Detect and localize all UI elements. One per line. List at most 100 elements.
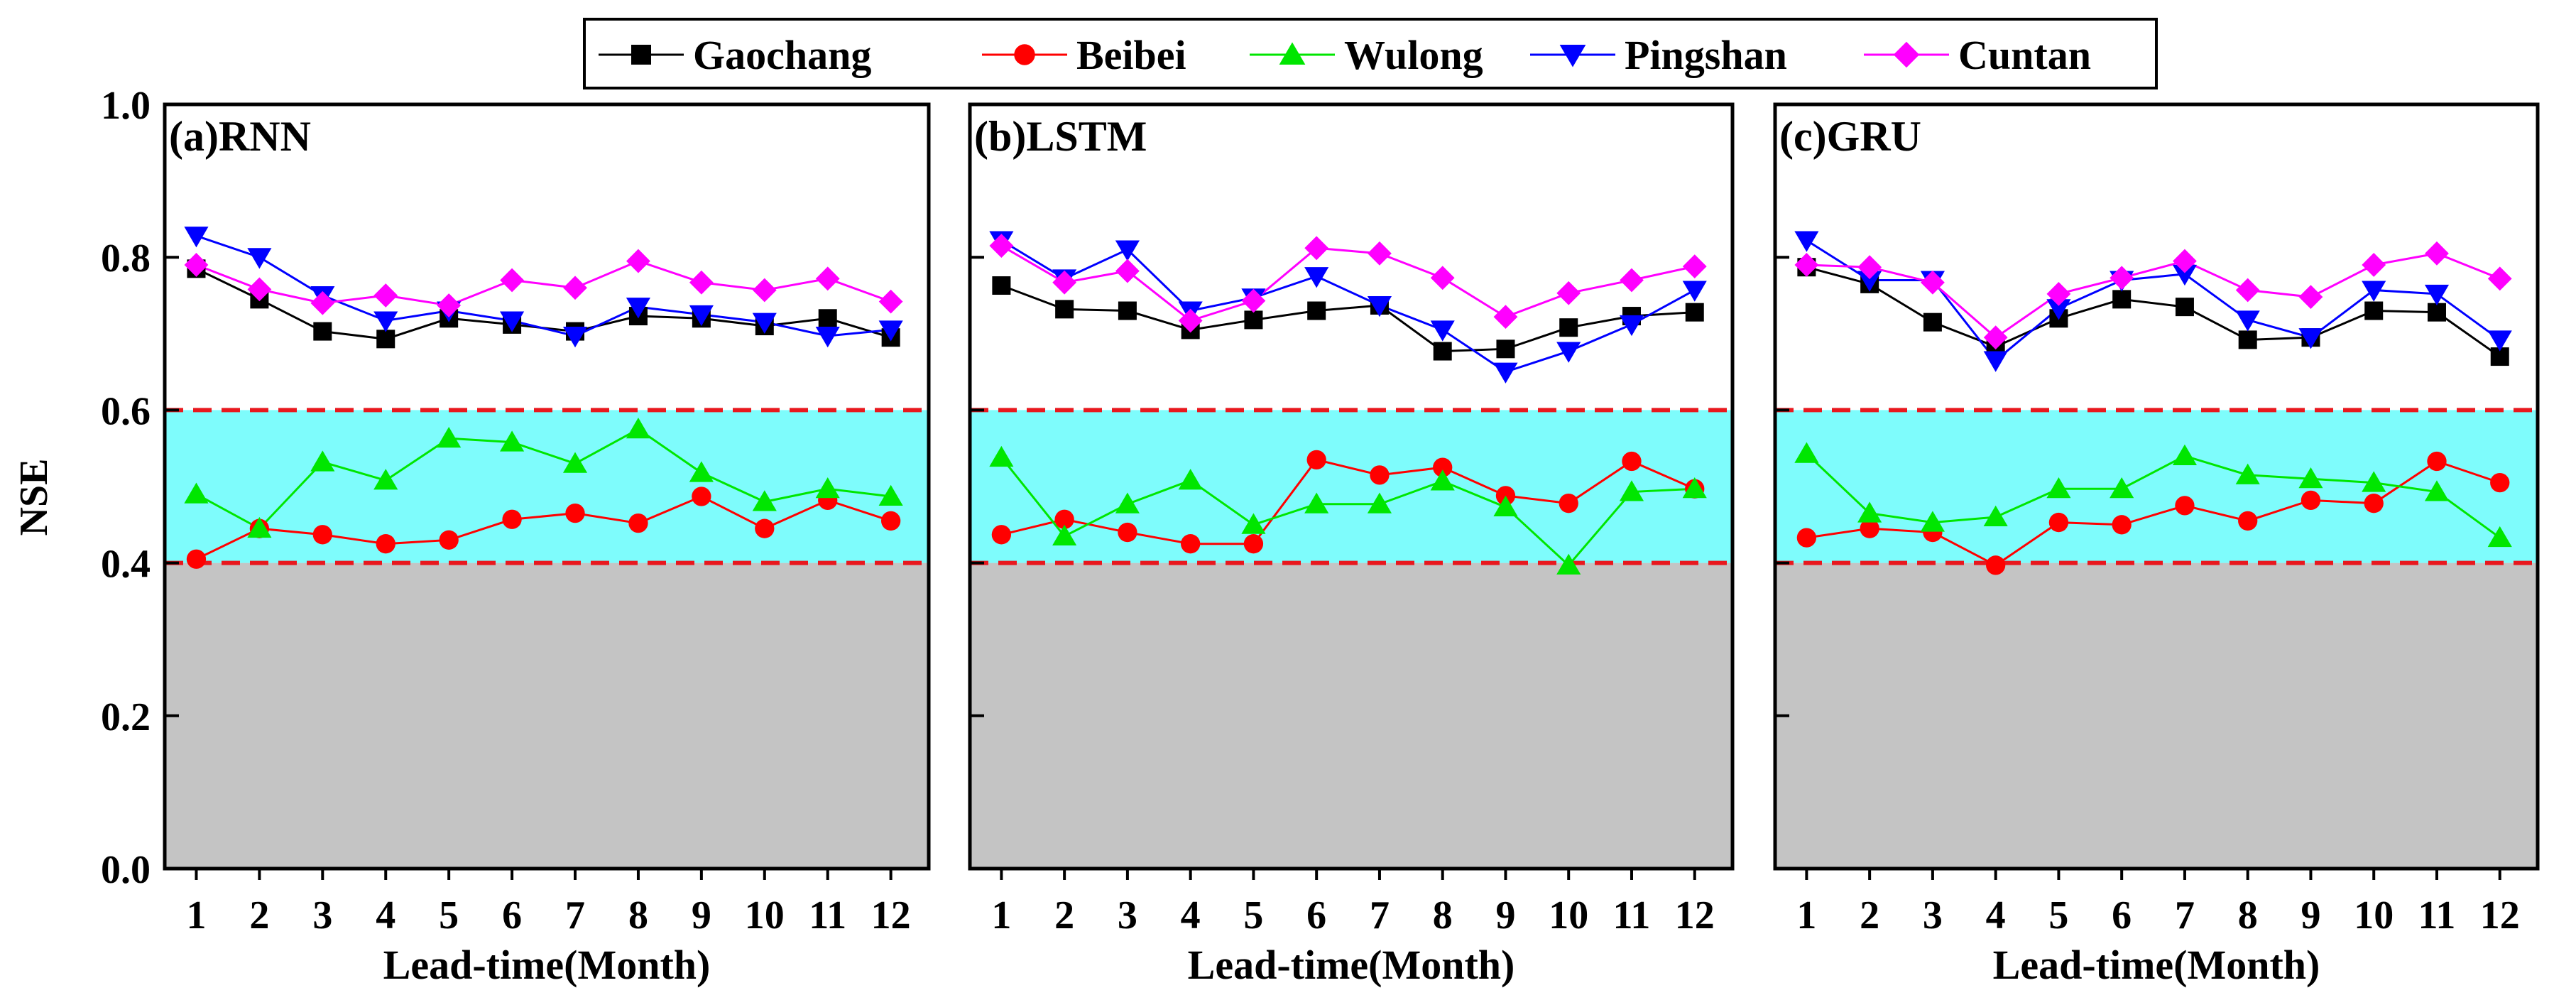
data-point	[310, 450, 335, 472]
panel-title: (c)GRU	[1779, 113, 1921, 160]
data-point	[1559, 494, 1578, 513]
data-point	[1921, 270, 1945, 295]
legend-label: Gaochang	[693, 32, 871, 78]
data-point	[1556, 553, 1581, 575]
data-point	[500, 268, 524, 293]
data-point	[1306, 450, 1326, 469]
data-point	[1857, 255, 1882, 280]
x-tick-label: 11	[1613, 893, 1651, 938]
series-line	[1000, 244, 1696, 322]
data-point	[626, 418, 651, 439]
data-point	[247, 516, 272, 538]
data-point	[752, 312, 777, 334]
x-tick-label: 2	[249, 893, 269, 938]
x-tick-label: 11	[809, 893, 846, 938]
data-point	[1619, 315, 1644, 337]
data-point	[1433, 457, 1453, 477]
data-point	[502, 509, 522, 529]
data-point	[2364, 494, 2384, 513]
data-point	[1307, 301, 1326, 320]
x-tick-label: 10	[745, 893, 785, 938]
data-point	[1241, 513, 1266, 534]
data-point	[989, 234, 1014, 258]
data-point	[2172, 264, 2198, 286]
data-point	[2112, 290, 2132, 309]
data-point	[2048, 512, 2069, 533]
data-point	[1923, 312, 1942, 332]
data-point	[2173, 249, 2197, 273]
data-point	[1118, 301, 1137, 320]
data-point	[2046, 281, 2071, 306]
nse-band	[970, 562, 1732, 869]
data-point	[1682, 281, 1707, 302]
x-tick-label: 10	[1549, 893, 1588, 938]
data-point	[1556, 342, 1581, 363]
x-tick-label: 3	[312, 893, 332, 938]
x-tick-label: 10	[2354, 893, 2394, 938]
x-tick-label: 6	[2112, 893, 2132, 938]
data-point	[1920, 511, 1945, 532]
x-tick-label: 4	[376, 893, 395, 938]
data-point	[1368, 241, 1392, 266]
legend-entry: Gaochang	[599, 32, 871, 78]
data-point	[312, 525, 332, 545]
data-point	[1115, 259, 1140, 283]
data-point	[692, 487, 711, 506]
data-point	[1983, 325, 2008, 350]
legend-label: Cuntan	[1958, 32, 2091, 78]
data-point	[1860, 518, 1879, 538]
data-point	[1433, 342, 1452, 361]
x-tick-label: 11	[2418, 893, 2456, 938]
data-point	[2301, 490, 2321, 511]
data-point	[2238, 511, 2258, 531]
data-point	[2238, 330, 2257, 349]
data-point	[1983, 351, 2008, 372]
y-tick-label: 0.6	[101, 389, 151, 433]
data-point	[376, 330, 395, 349]
x-tick-label: 5	[2048, 893, 2068, 938]
data-point	[2172, 444, 2198, 465]
x-tick-label: 1	[991, 893, 1011, 938]
data-point	[989, 445, 1014, 467]
panel-title: (b)LSTM	[974, 113, 1147, 160]
data-point	[1556, 281, 1581, 305]
data-point	[1682, 477, 1707, 499]
data-point	[1430, 469, 1455, 491]
data-point	[752, 490, 777, 511]
data-point	[2362, 281, 2386, 302]
x-tick-label: 8	[628, 893, 648, 938]
x-tick-label: 9	[692, 893, 711, 938]
data-point	[2490, 472, 2510, 493]
data-point	[565, 504, 585, 523]
y-tick-label: 0.0	[101, 848, 151, 892]
data-point	[878, 320, 903, 342]
data-point	[437, 293, 462, 317]
data-point	[878, 289, 903, 314]
data-point	[1370, 465, 1390, 485]
y-tick-label: 0.2	[101, 695, 151, 739]
legend-marker	[1279, 42, 1306, 65]
data-point	[1430, 266, 1455, 290]
data-point	[1052, 524, 1077, 545]
data-point	[500, 430, 525, 452]
series-line	[1001, 458, 1696, 545]
data-point	[2427, 303, 2446, 322]
x-axis-label: Lead-time(Month)	[383, 942, 711, 988]
legend-entry: Cuntan	[1864, 32, 2091, 78]
nse-band	[165, 562, 929, 869]
x-tick-label: 12	[1675, 893, 1715, 938]
data-point	[1118, 522, 1137, 543]
x-tick-label: 9	[1495, 893, 1515, 938]
x-tick-label: 9	[2301, 893, 2320, 938]
data-point	[1304, 236, 1329, 261]
data-point	[1055, 300, 1074, 319]
data-point	[2487, 330, 2512, 352]
data-point	[2235, 310, 2260, 332]
series-line	[1000, 239, 1696, 374]
y-axis-label: NSE	[12, 459, 56, 536]
series-line	[195, 428, 891, 531]
nse-band	[1775, 410, 2538, 563]
x-tick-label: 5	[1243, 893, 1263, 938]
